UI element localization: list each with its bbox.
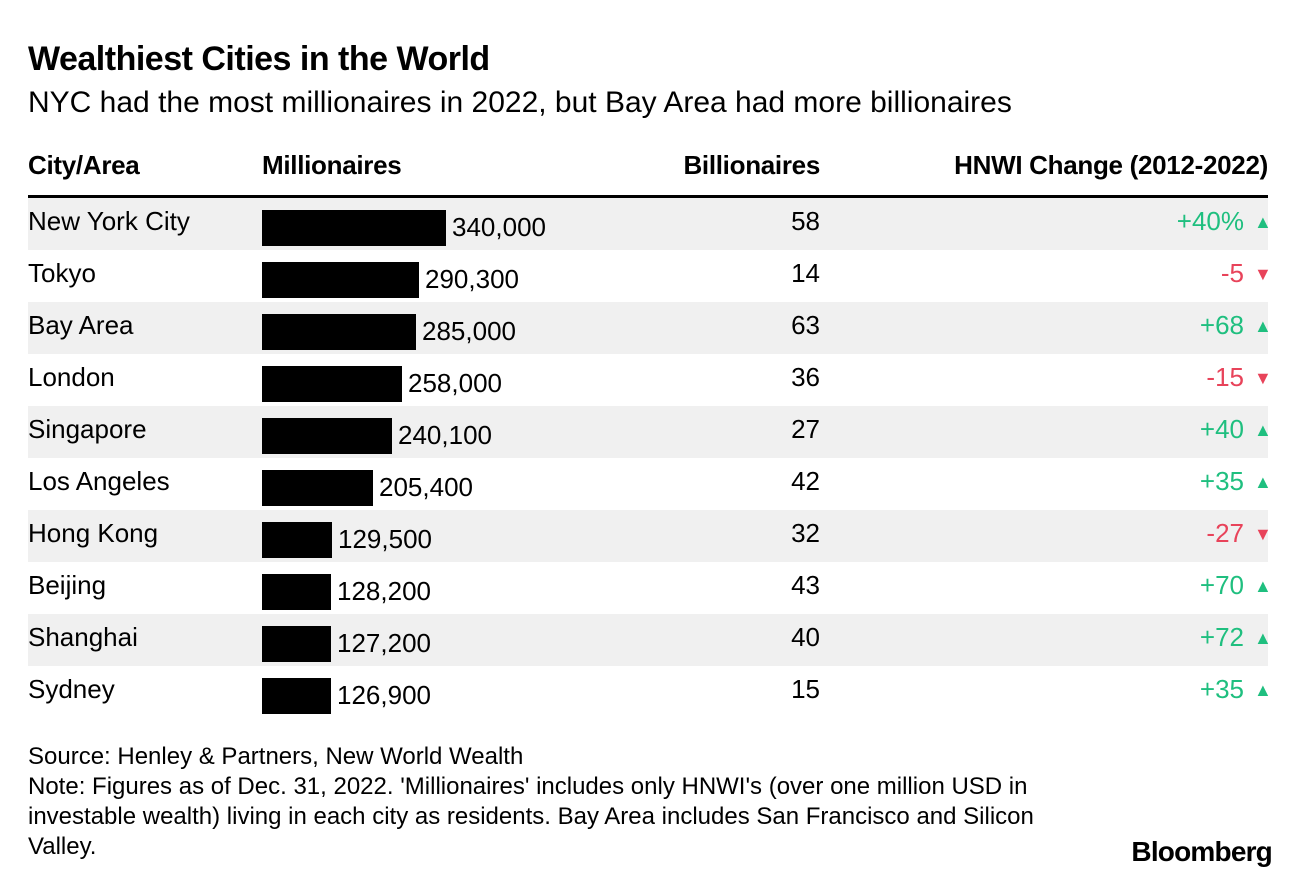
triangle-up-icon: ▲	[1254, 628, 1272, 648]
hnwi-change-cell: +72	[1199, 622, 1244, 652]
millionaires-value-label: 129,500	[338, 524, 432, 554]
table-row: Tokyo 290,300 14 -5 ▼	[28, 250, 1272, 302]
triangle-up-icon: ▲	[1254, 472, 1272, 492]
millionaires-value-label: 127,200	[337, 628, 431, 658]
hnwi-change-cell: +40%	[1176, 206, 1244, 236]
billionaires-cell: 40	[791, 622, 820, 652]
table-row: Shanghai 127,200 40 +72 ▲	[28, 614, 1272, 666]
column-header-hnwi-change: HNWI Change (2012-2022)	[954, 150, 1268, 180]
table-row: London 258,000 36 -15 ▼	[28, 354, 1272, 406]
city-cell: Tokyo	[28, 258, 96, 288]
billionaires-cell: 36	[791, 362, 820, 392]
hnwi-change-cell: +35	[1199, 674, 1244, 704]
bloomberg-logo: Bloomberg	[1131, 836, 1272, 867]
millionaires-bar	[262, 366, 402, 402]
millionaires-bar	[262, 210, 446, 246]
millionaires-bar	[262, 678, 331, 714]
billionaires-cell: 27	[791, 414, 820, 444]
hnwi-change-cell: +70	[1199, 570, 1244, 600]
millionaires-bar	[262, 470, 373, 506]
triangle-down-icon: ▼	[1254, 524, 1272, 544]
millionaires-bar	[262, 522, 332, 558]
millionaires-value-label: 285,000	[422, 316, 516, 346]
millionaires-bar	[262, 314, 416, 350]
hnwi-change-cell: +40	[1199, 414, 1244, 444]
table-row: Hong Kong 129,500 32 -27 ▼	[28, 510, 1272, 562]
table-row: Beijing 128,200 43 +70 ▲	[28, 562, 1272, 614]
millionaires-bar	[262, 418, 392, 454]
city-cell: New York City	[28, 206, 190, 236]
millionaires-value-label: 126,900	[337, 680, 431, 710]
table-row: Bay Area 285,000 63 +68 ▲	[28, 302, 1272, 354]
table-header: City/Area Millionaires Billionaires HNWI…	[28, 140, 1268, 198]
city-cell: Beijing	[28, 570, 107, 600]
millionaires-bar	[262, 626, 331, 662]
city-cell: Bay Area	[28, 310, 134, 340]
millionaires-value-label: 240,100	[398, 420, 492, 450]
city-cell: Shanghai	[28, 622, 138, 652]
triangle-up-icon: ▲	[1254, 316, 1272, 336]
triangle-down-icon: ▼	[1254, 264, 1272, 284]
billionaires-cell: 63	[791, 310, 820, 340]
source-note: Source: Henley & Partners, New World Wea…	[28, 743, 524, 770]
millionaires-value-label: 258,000	[408, 368, 502, 398]
data-table: City/Area Millionaires Billionaires HNWI…	[28, 140, 1272, 718]
triangle-down-icon: ▼	[1254, 368, 1272, 388]
triangle-up-icon: ▲	[1254, 420, 1272, 440]
chart-subtitle: NYC had the most millionaires in 2022, b…	[28, 86, 1012, 119]
triangle-up-icon: ▲	[1254, 576, 1272, 596]
billionaires-cell: 15	[791, 674, 820, 704]
table-row: New York City 340,000 58 +40% ▲	[28, 198, 1272, 250]
millionaires-value-label: 205,400	[379, 472, 473, 502]
column-header-city: City/Area	[28, 150, 140, 180]
billionaires-cell: 58	[791, 206, 820, 236]
city-cell: Hong Kong	[28, 518, 159, 548]
column-header-billionaires: Billionaires	[683, 150, 820, 180]
billionaires-cell: 14	[791, 258, 820, 288]
hnwi-change-cell: +68	[1199, 310, 1244, 340]
triangle-up-icon: ▲	[1254, 212, 1272, 232]
millionaires-bar	[262, 262, 419, 298]
city-cell: Los Angeles	[28, 466, 170, 496]
footer-notes: Source: Henley & Partners, New World Wea…	[28, 742, 1088, 862]
methodology-note: Note: Figures as of Dec. 31, 2022. 'Mill…	[28, 773, 1034, 860]
millionaires-value-label: 290,300	[425, 264, 519, 294]
hnwi-change-cell: -27	[1206, 518, 1244, 548]
table-body: New York City 340,000 58 +40% ▲ Tokyo 290,300 1…	[28, 198, 1272, 718]
city-cell: London	[28, 362, 115, 392]
triangle-up-icon: ▲	[1254, 680, 1272, 700]
millionaires-value-label: 340,000	[452, 212, 546, 242]
column-header-millionaires: Millionaires	[262, 150, 402, 180]
hnwi-change-cell: -15	[1206, 362, 1244, 392]
billionaires-cell: 32	[791, 518, 820, 548]
billionaires-cell: 43	[791, 570, 820, 600]
table-row: Sydney 126,900 15 +35 ▲	[28, 666, 1272, 718]
table-row: Singapore 240,100 27 +40 ▲	[28, 406, 1272, 458]
millionaires-bar	[262, 574, 331, 610]
hnwi-change-cell: +35	[1199, 466, 1244, 496]
city-cell: Singapore	[28, 414, 147, 444]
millionaires-value-label: 128,200	[337, 576, 431, 606]
chart-title: Wealthiest Cities in the World	[28, 40, 490, 78]
table-row: Los Angeles 205,400 42 +35 ▲	[28, 458, 1272, 510]
billionaires-cell: 42	[791, 466, 820, 496]
city-cell: Sydney	[28, 674, 115, 704]
hnwi-change-cell: -5	[1220, 258, 1244, 288]
